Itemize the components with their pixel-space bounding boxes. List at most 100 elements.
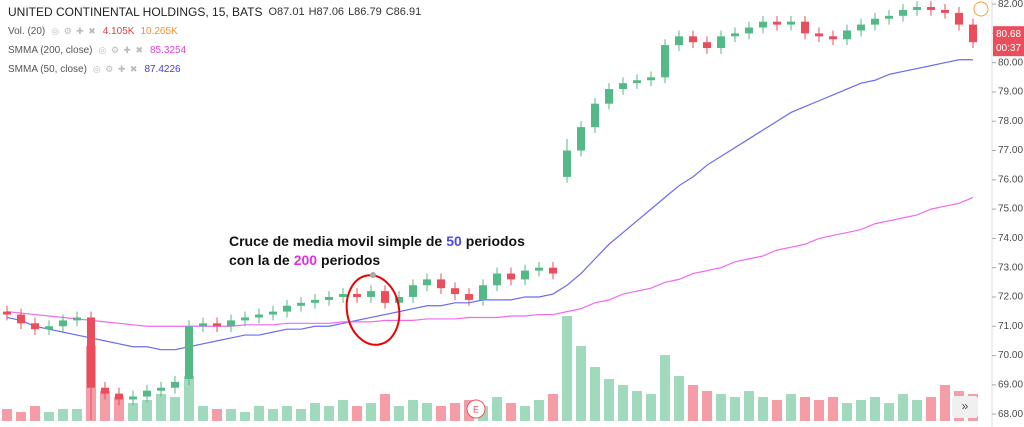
volume-bar <box>380 394 390 421</box>
y-tick-label: 76.00 <box>998 174 1023 185</box>
candle-body <box>451 288 459 295</box>
volume-bar <box>604 379 614 421</box>
volume-bar <box>660 355 670 421</box>
indicator-buttons[interactable]: ◎ ⚙ ✚ ✖ <box>51 26 97 36</box>
indicator-buttons[interactable]: ◎ ⚙ ✚ ✖ <box>98 45 144 55</box>
volume-bar <box>800 397 810 421</box>
ohlc-value: H87.06 <box>308 6 345 18</box>
volume-bar <box>632 391 642 421</box>
candle-body <box>115 393 123 400</box>
volume-bar <box>16 412 26 421</box>
candle-body <box>535 267 543 271</box>
legend: UNITED CONTINENTAL HOLDINGS, 15, BATS O8… <box>8 3 425 79</box>
earnings-marker[interactable] <box>466 399 486 419</box>
candle-body <box>689 36 697 43</box>
candle-body <box>325 296 333 300</box>
ohlc: O87.01 H87.06 L86.79 C86.91 <box>268 3 425 22</box>
volume-bar <box>72 409 82 421</box>
volume-bar <box>758 397 768 421</box>
candle-body <box>885 15 893 19</box>
indicator-value: 4.105K <box>102 26 135 37</box>
cross-marker <box>370 272 376 278</box>
candle-body <box>381 291 389 303</box>
volume-bar <box>548 394 558 421</box>
y-tick-label: 74.00 <box>998 233 1023 244</box>
annotation-number: 50 <box>446 233 462 249</box>
candle-body <box>717 36 725 49</box>
candle-body <box>367 291 375 297</box>
volume-bar <box>352 406 362 421</box>
volume-bar <box>366 403 376 421</box>
volume-bar <box>436 406 446 421</box>
price-label: 80.68 00:37 <box>993 26 1024 57</box>
candle-body <box>101 387 109 394</box>
indicator-name[interactable]: Vol. (20) <box>8 26 46 37</box>
alert-icon[interactable] <box>973 1 989 17</box>
volume-bar <box>324 406 334 421</box>
candle-body <box>73 317 81 321</box>
volume-bar <box>534 400 544 421</box>
indicator-value: 87.4226 <box>144 64 181 75</box>
indicator-buttons[interactable]: ◎ ⚙ ✚ ✖ <box>92 64 139 74</box>
y-tick-label: 69.00 <box>998 379 1023 390</box>
volume-bar <box>870 397 880 421</box>
candle-body <box>199 323 207 327</box>
volume-bar <box>170 397 180 421</box>
annotation-text: periodos <box>321 252 381 268</box>
volume-bar <box>296 409 306 421</box>
volume-bar <box>590 367 600 421</box>
volume-bar <box>30 406 40 421</box>
volume-bar <box>618 385 628 421</box>
indicator-name[interactable]: SMMA (200, close) <box>8 45 93 56</box>
candle-body <box>227 320 235 327</box>
candle-body <box>521 270 529 280</box>
volume-bar <box>100 391 110 421</box>
volume-bar <box>884 403 894 421</box>
candle-body <box>955 12 963 25</box>
volume-bar <box>86 346 96 421</box>
volume-bar <box>422 403 432 421</box>
volume-bar <box>562 316 572 421</box>
candle-body <box>591 103 599 128</box>
candle-body <box>339 294 347 297</box>
volume-bar <box>506 403 516 421</box>
candle-body <box>3 311 11 315</box>
volume-bar <box>254 406 264 421</box>
candle-body <box>311 299 319 303</box>
sma-line <box>6 196 974 327</box>
candle-body <box>479 285 487 300</box>
scroll-button[interactable] <box>952 396 978 418</box>
candle-body <box>185 326 193 379</box>
symbol: UNITED CONTINENTAL HOLDINGS, 15, BATS <box>8 5 263 19</box>
volume-bar <box>394 406 404 421</box>
candle-body <box>661 45 669 78</box>
volume-bar <box>282 406 292 421</box>
volume-bar <box>646 394 656 421</box>
price-label-text: 80.68 <box>996 29 1021 40</box>
y-tick-label: 78.00 <box>998 116 1023 127</box>
candle-body <box>871 18 879 25</box>
candle-body <box>353 294 361 297</box>
candle-body <box>647 77 655 81</box>
candle-body <box>605 89 613 104</box>
candle-body <box>675 36 683 46</box>
volume-bar <box>842 403 852 421</box>
volume-bar <box>772 400 782 421</box>
candle-body <box>31 323 39 330</box>
candle-body <box>269 311 277 315</box>
volume-bar <box>198 406 208 421</box>
volume-bar <box>688 385 698 421</box>
candle-body <box>759 21 767 28</box>
y-tick-label: 70.00 <box>998 350 1023 361</box>
volume-bar <box>674 376 684 421</box>
candle-body <box>157 387 165 391</box>
candle-body <box>283 305 291 312</box>
y-tick-label: 71.00 <box>998 321 1023 332</box>
price-axis <box>992 0 1024 427</box>
ohlc-value: L86.79 <box>348 6 382 18</box>
indicator-name[interactable]: SMMA (50, close) <box>8 64 87 75</box>
candle-body <box>745 27 753 34</box>
candle-body <box>59 320 67 327</box>
candle-body <box>927 7 935 10</box>
